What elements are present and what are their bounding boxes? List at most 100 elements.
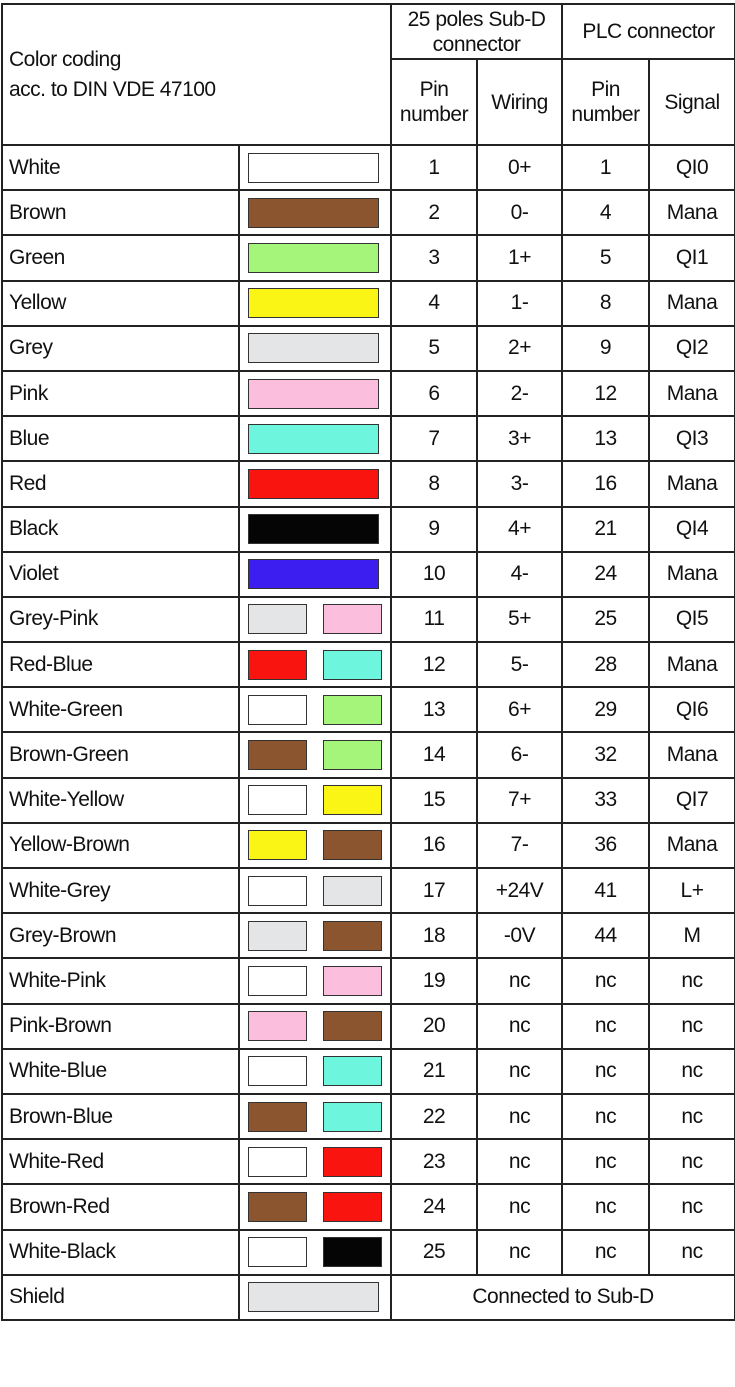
swatch-cell [237, 595, 393, 644]
color-swatch-pink [323, 604, 383, 635]
table-row: White-Red 23 nc nc nc [1, 1138, 735, 1186]
subd-pin: 12 [390, 641, 479, 689]
subd-pin: 17 [390, 866, 479, 915]
subd-pin: 14 [390, 731, 479, 779]
plc-pin: 1 [561, 143, 651, 192]
subd-wiring: 6- [476, 731, 564, 779]
color-swatch-blue [323, 1056, 383, 1087]
swatch-cell [237, 1228, 393, 1276]
plc-group-header: PLC connector [561, 3, 735, 60]
subd-pin: 2 [390, 189, 479, 237]
color-name: Yellow [1, 279, 240, 327]
table-row: White-Grey 17 +24V 41 L+ [1, 866, 735, 915]
color-name: Brown-Red [1, 1183, 240, 1231]
table-row: Red 8 3- 16 Mana [1, 460, 735, 508]
plc-pin: 16 [561, 460, 651, 508]
table-row: Pink 6 2- 12 Mana [1, 369, 735, 418]
header-title-line1: Color coding [9, 47, 121, 71]
plc-signal-header: Signal [648, 58, 735, 146]
subd-pin: 1 [390, 143, 479, 192]
shield-note: Connected to Sub-D [390, 1273, 735, 1321]
subd-pin: 15 [390, 776, 479, 824]
table-row: Green 3 1+ 5 QI1 [1, 234, 735, 282]
subd-pin: 21 [390, 1047, 479, 1095]
color-swatch-white [248, 965, 307, 996]
swatch-cell [237, 324, 393, 372]
subd-wiring: nc [476, 1092, 564, 1141]
color-name: Red-Blue [1, 641, 240, 689]
subd-pin-header: Pin number [390, 58, 479, 146]
plc-pin: 41 [561, 866, 651, 915]
color-swatch-white [248, 694, 307, 725]
plc-pin: 5 [561, 234, 651, 282]
color-swatch-brown [248, 1191, 307, 1222]
swatch-cell [237, 912, 393, 960]
plc-signal: QI1 [648, 234, 735, 282]
subd-pin: 8 [390, 460, 479, 508]
color-swatch-red [323, 1146, 383, 1177]
swatch-cell [237, 731, 393, 779]
color-swatch-blue [323, 1101, 383, 1132]
subd-pin: 16 [390, 821, 479, 870]
plc-signal: nc [648, 1092, 735, 1141]
color-swatch-white [248, 1056, 307, 1087]
table-row: Grey-Brown 18 -0V 44 M [1, 912, 735, 960]
color-name: Pink [1, 369, 240, 418]
plc-pin: 28 [561, 641, 651, 689]
table-row: Yellow 4 1- 8 Mana [1, 279, 735, 327]
color-name: White [1, 143, 240, 192]
subd-wiring: 5- [476, 641, 564, 689]
swatch-cell [237, 1092, 393, 1141]
plc-signal: Mana [648, 369, 735, 418]
subd-pin: 10 [390, 550, 479, 598]
color-name: White-Green [1, 686, 240, 734]
plc-signal: Mana [648, 641, 735, 689]
table-row: White-Pink 19 nc nc nc [1, 957, 735, 1005]
swatch-cell [237, 1002, 393, 1050]
swatch-cell [237, 550, 393, 598]
table-row: Grey 5 2+ 9 QI2 [1, 324, 735, 372]
color-name: Violet [1, 550, 240, 598]
table-row: Brown 2 0- 4 Mana [1, 189, 735, 237]
swatch-cell [237, 821, 393, 870]
subd-pin: 4 [390, 279, 479, 327]
subd-wiring: 1- [476, 279, 564, 327]
color-name: Pink-Brown [1, 1002, 240, 1050]
color-swatch-grey [248, 604, 307, 635]
color-swatch-blue [248, 423, 379, 454]
subd-pin: 6 [390, 369, 479, 418]
color-swatch-black [323, 1237, 383, 1268]
swatch-cell [237, 460, 393, 508]
table-row: White-Yellow 15 7+ 33 QI7 [1, 776, 735, 824]
swatch-cell [237, 189, 393, 237]
plc-pin: 4 [561, 189, 651, 237]
subd-wiring: 4- [476, 550, 564, 598]
color-swatch-red [248, 468, 379, 499]
color-name: White-Blue [1, 1047, 240, 1095]
color-swatch-grey [248, 333, 379, 364]
plc-pin: nc [561, 1047, 651, 1095]
subd-wiring: 2- [476, 369, 564, 418]
shield-row: Shield Connected to Sub-D [1, 1273, 735, 1321]
table-row: White-Green 13 6+ 29 QI6 [1, 686, 735, 734]
plc-signal: L+ [648, 866, 735, 915]
color-name: Red [1, 460, 240, 508]
color-swatch-brown [323, 920, 383, 951]
subd-wiring: 6+ [476, 686, 564, 734]
color-swatch-white [248, 152, 379, 183]
swatch-cell [237, 415, 393, 463]
subd-wiring: nc [476, 1228, 564, 1276]
color-name: Blue [1, 415, 240, 463]
color-swatch-grey [248, 1282, 379, 1313]
subd-wiring: 0+ [476, 143, 564, 192]
plc-signal: QI0 [648, 143, 735, 192]
subd-pin: 9 [390, 505, 479, 553]
color-swatch-pink [323, 965, 383, 996]
swatch-cell [237, 641, 393, 689]
plc-pin: nc [561, 1183, 651, 1231]
swatch-cell [237, 369, 393, 418]
subd-wiring-header: Wiring [476, 58, 564, 146]
table-row: White 1 0+ 1 QI0 [1, 143, 735, 192]
table-row: White-Black 25 nc nc nc [1, 1228, 735, 1276]
swatch-cell [237, 776, 393, 824]
